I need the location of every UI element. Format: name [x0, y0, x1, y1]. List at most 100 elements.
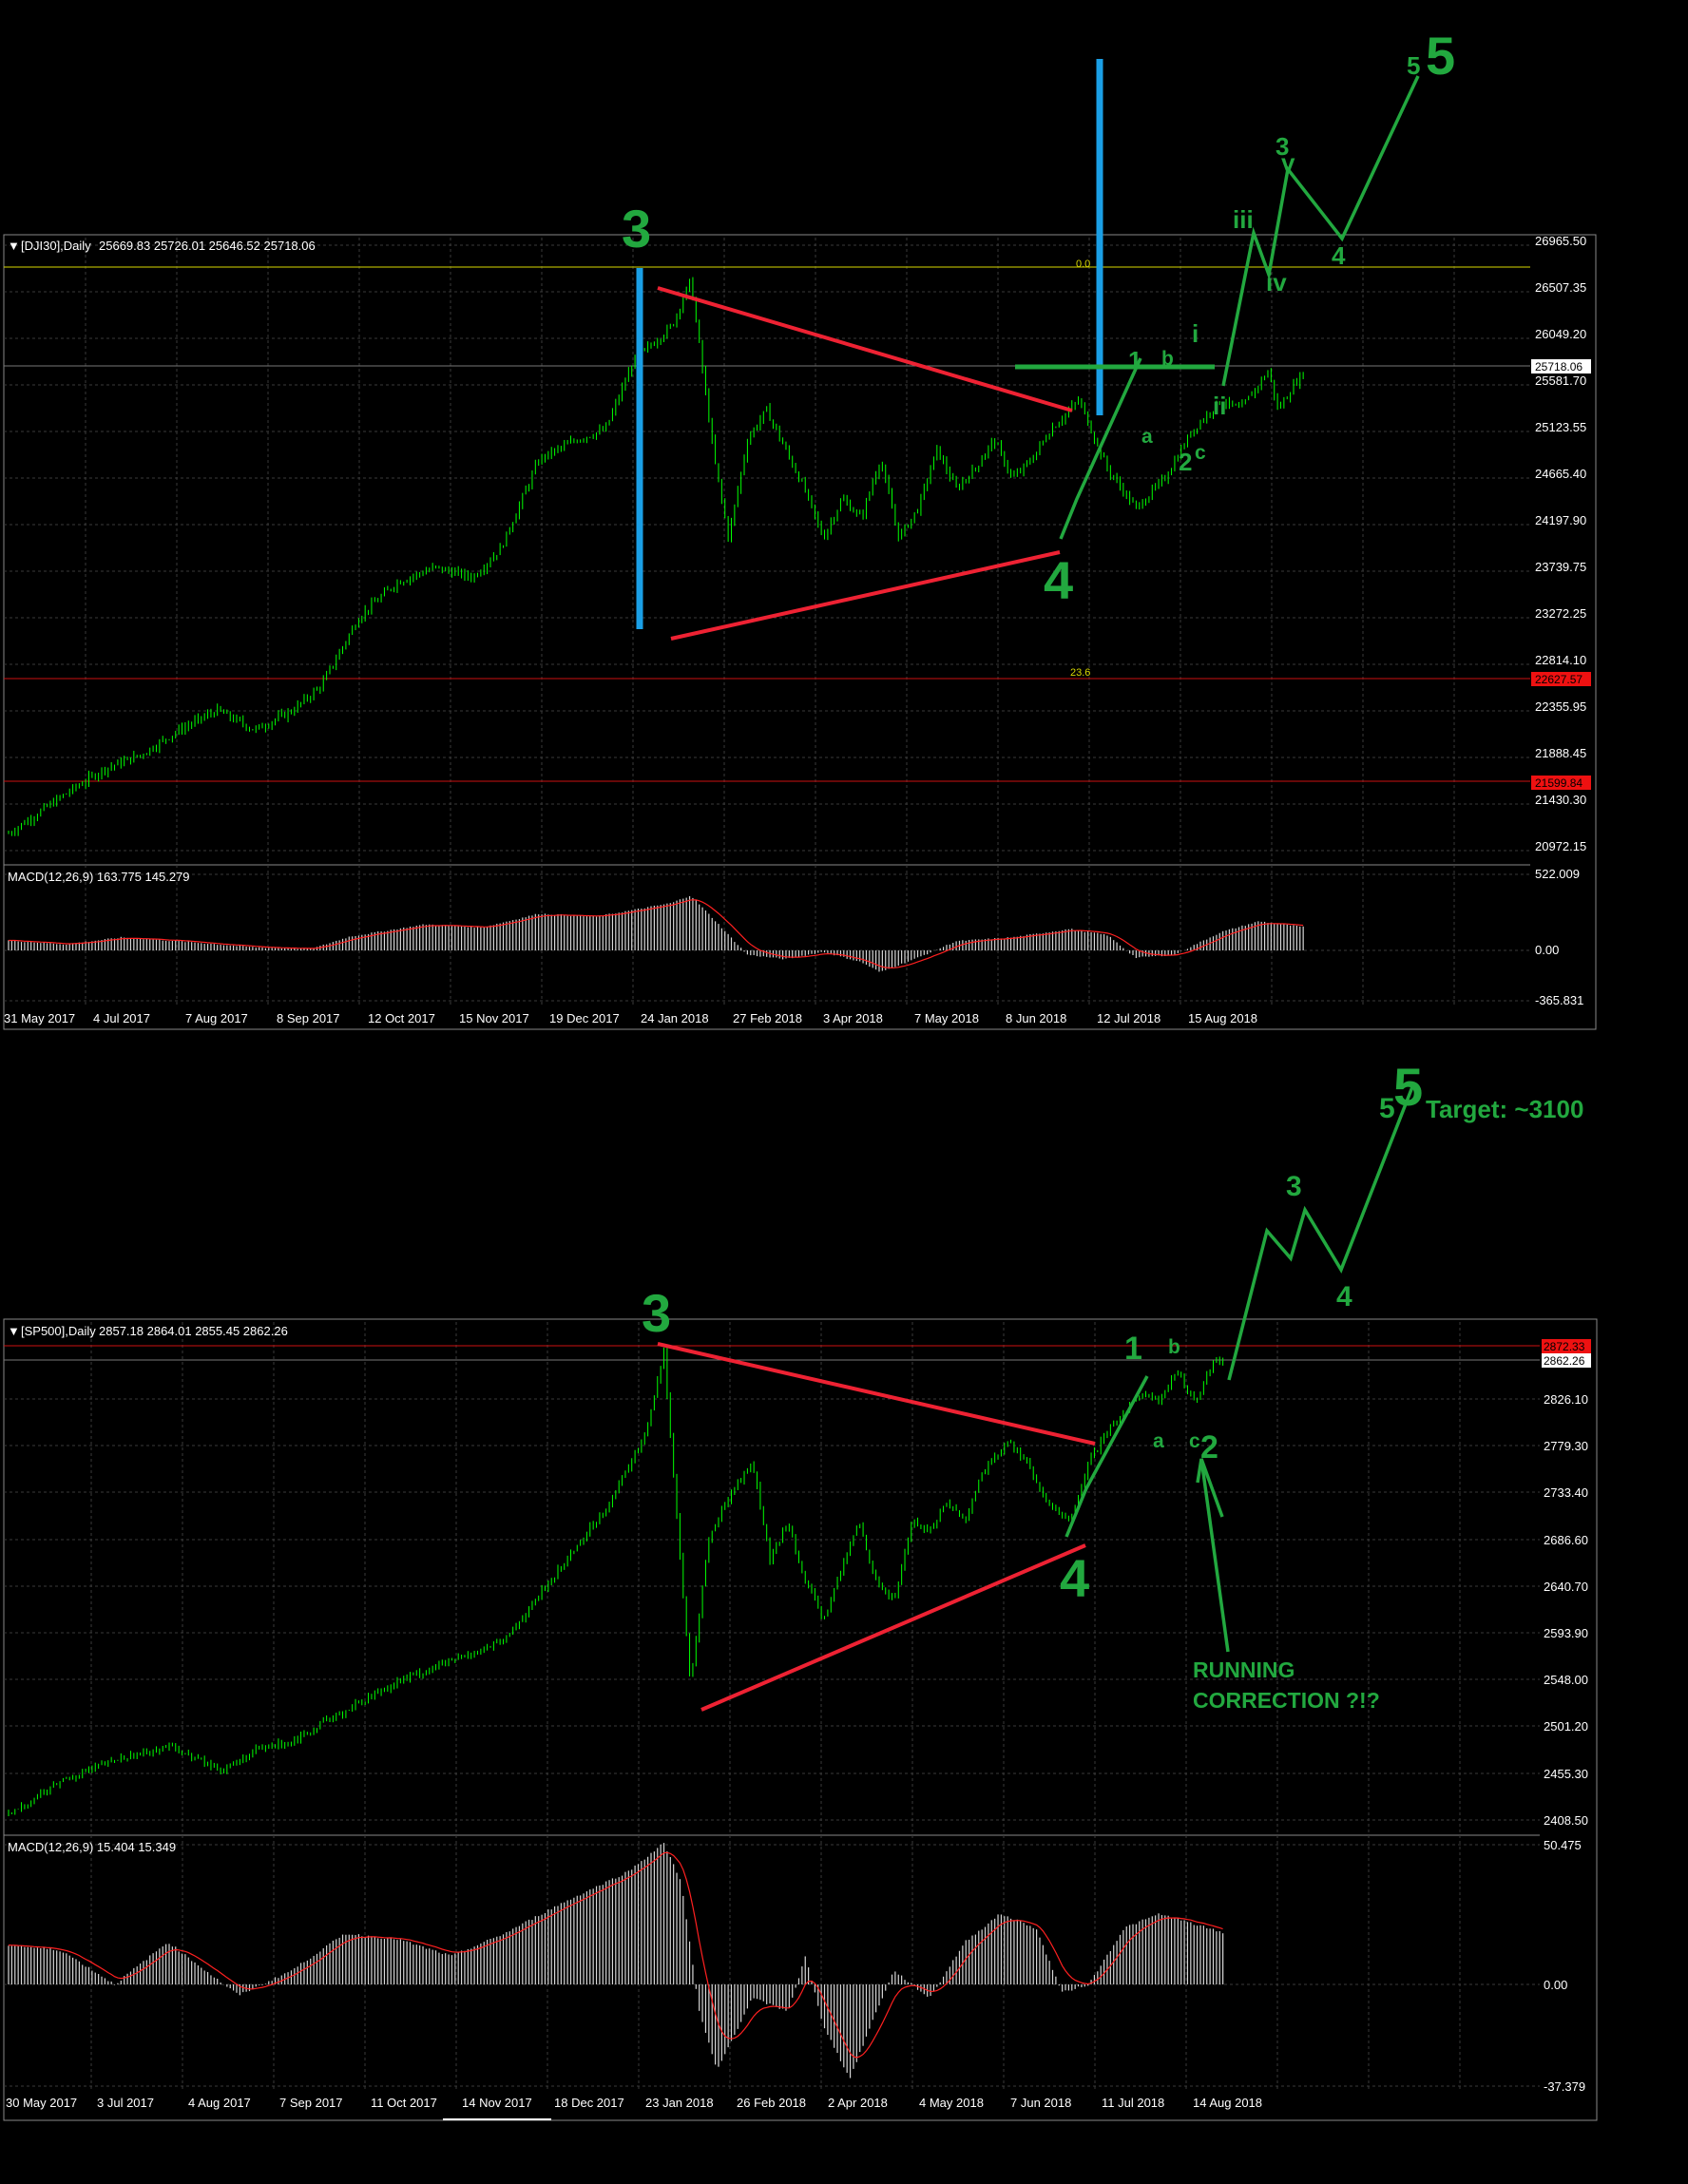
wave-projection-path [1227, 1083, 1415, 1381]
date-tick: 18 Dec 2017 [554, 2096, 624, 2110]
dji30-fib-0: 0.0 [1076, 259, 1090, 270]
wave-projection-path [1065, 1375, 1149, 1538]
price-tick: 26049.20 [1535, 327, 1586, 341]
date-tick: 12 Jul 2018 [1097, 1011, 1160, 1025]
sp500-macd-signal [8, 1851, 1223, 2059]
dji30-annotations: 3 4 5 5 iii iv v 3 4 i ii 1 a b 2 c [622, 26, 1455, 641]
date-tick: 4 Jul 2017 [93, 1011, 150, 1025]
sp500-candles [8, 1346, 1224, 1816]
wave-label: b [1168, 1336, 1180, 1358]
price-tick: 22355.95 [1535, 699, 1586, 714]
price-tick: 25123.55 [1535, 420, 1586, 434]
wave-label: 4 [1060, 1548, 1089, 1608]
dji30-macd-histogram [8, 895, 1304, 972]
date-tick: 12 Oct 2017 [368, 1011, 435, 1025]
wave-label: 4 [1332, 241, 1346, 270]
macd-tick: -365.831 [1535, 993, 1583, 1007]
date-tick: 23 Jan 2018 [645, 2096, 714, 2110]
wave-label: 2 [1179, 448, 1192, 476]
date-tick: 4 May 2018 [919, 2096, 984, 2110]
wave-label: 5 [1407, 51, 1420, 80]
date-tick: 3 Jul 2017 [97, 2096, 154, 2110]
dji30-fib-23-6: 23.6 [1070, 667, 1090, 679]
wave-label: 2 [1200, 1429, 1218, 1466]
price-tick: 22814.10 [1535, 653, 1586, 667]
dji30-macd-signal [9, 899, 1304, 969]
price-tick: 2501.20 [1544, 1719, 1588, 1734]
dji30-panel: ▼ [DJI30],Daily 25669.83 25726.01 25646.… [3, 26, 1597, 1030]
price-tick: 24197.90 [1535, 513, 1586, 527]
wave-label: a [1153, 1430, 1164, 1452]
price-tick: 23739.75 [1535, 560, 1586, 574]
date-tick: 7 May 2018 [914, 1011, 979, 1025]
date-tick: 27 Feb 2018 [733, 1011, 802, 1025]
price-tick: 20972.15 [1535, 839, 1586, 853]
date-tick: 11 Oct 2017 [371, 2096, 437, 2110]
price-tick: 21430.30 [1535, 793, 1586, 807]
triangle-upper-line [657, 286, 1073, 412]
dji30-title: [DJI30],Daily [21, 239, 91, 253]
price-tick: 2733.40 [1544, 1485, 1588, 1500]
date-tick: 15 Aug 2018 [1188, 1011, 1257, 1025]
date-tick: 3 Apr 2018 [823, 1011, 883, 1025]
date-tick: 7 Sep 2017 [279, 2096, 343, 2110]
price-tick: 2779.30 [1544, 1439, 1588, 1453]
sp500-panel-arrow[interactable]: ▼ [8, 1324, 20, 1338]
date-tick: 2 Apr 2018 [828, 2096, 888, 2110]
triangle-lower-line [700, 1543, 1086, 1712]
wave-label: c [1195, 442, 1206, 464]
date-tick: 8 Jun 2018 [1006, 1011, 1066, 1025]
date-tick: 15 Nov 2017 [459, 1011, 529, 1025]
dji30-macd-label: MACD(12,26,9) 163.775 145.279 [8, 870, 190, 884]
date-tick: 7 Jun 2018 [1010, 2096, 1071, 2110]
running-correction-text: CORRECTION ?!? [1193, 1688, 1380, 1713]
sp500-ohlc: 2857.18 2864.01 2855.45 2862.26 [99, 1324, 288, 1338]
dji30-price-axis: 26965.50 26507.35 26049.20 25581.70 2512… [1531, 234, 1591, 1007]
wave-label: i [1192, 319, 1199, 348]
wave-label: 4 [1336, 1281, 1352, 1312]
macd-tick: 0.00 [1535, 943, 1559, 957]
wave-label: 3 [1286, 1171, 1302, 1202]
triangle-upper-line [657, 1342, 1096, 1446]
wave-label: 3 [642, 1283, 671, 1343]
sp500-macd-histogram [8, 1843, 1224, 2079]
wave-label: v [1281, 148, 1295, 177]
date-tick: 30 May 2017 [6, 2096, 77, 2110]
date-tick: 11 Jul 2018 [1102, 2096, 1164, 2110]
date-tick: 8 Sep 2017 [277, 1011, 340, 1025]
price-tick: 2826.10 [1544, 1392, 1588, 1407]
price-tick: 24665.40 [1535, 467, 1586, 481]
price-tick: 2593.90 [1544, 1626, 1588, 1640]
sp500-level-label: 2872.33 [1544, 1340, 1585, 1353]
wave-label: 1 [1124, 1331, 1142, 1367]
sp500-price-axis: 2872.33 2862.26 2826.10 2779.30 2733.40 … [1542, 1339, 1591, 2094]
price-tick: 2408.50 [1544, 1813, 1588, 1828]
date-tick: 4 Aug 2017 [188, 2096, 251, 2110]
wave-label: 5 [1393, 1057, 1423, 1117]
date-tick: 24 Jan 2018 [641, 1011, 709, 1025]
running-correction-arrow [1199, 1458, 1230, 1653]
wave-label: b [1161, 348, 1174, 370]
macd-tick: 0.00 [1544, 1978, 1567, 1992]
date-tick: 14 Aug 2018 [1193, 2096, 1262, 2110]
wave-label: c [1189, 1430, 1200, 1452]
date-tick: 7 Aug 2017 [185, 1011, 248, 1025]
dji30-panel-arrow[interactable]: ▼ [8, 239, 20, 253]
wave-projection-path [1059, 357, 1142, 540]
wave-label: 4 [1044, 550, 1073, 610]
dji30-current-price: 25718.06 [1535, 360, 1582, 374]
dji30-ohlc: 25669.83 25726.01 25646.52 25718.06 [99, 239, 316, 253]
price-tick: 2686.60 [1544, 1533, 1588, 1547]
price-tick: 23272.25 [1535, 606, 1586, 621]
dji30-level-lines [4, 266, 1530, 782]
price-tick: 2640.70 [1544, 1580, 1588, 1594]
wave-label: iii [1233, 205, 1254, 234]
sp500-panel: ▼ [SP500],Daily 2857.18 2864.01 2855.45 … [3, 1057, 1598, 2121]
sp500-macd-label: MACD(12,26,9) 15.404 15.349 [8, 1840, 176, 1854]
price-tick: 2548.00 [1544, 1673, 1588, 1687]
date-tick: 19 Dec 2017 [549, 1011, 620, 1025]
wave-projection-path [1221, 75, 1420, 387]
macd-tick: 50.475 [1544, 1838, 1582, 1852]
running-correction-text: RUNNING [1193, 1657, 1295, 1682]
